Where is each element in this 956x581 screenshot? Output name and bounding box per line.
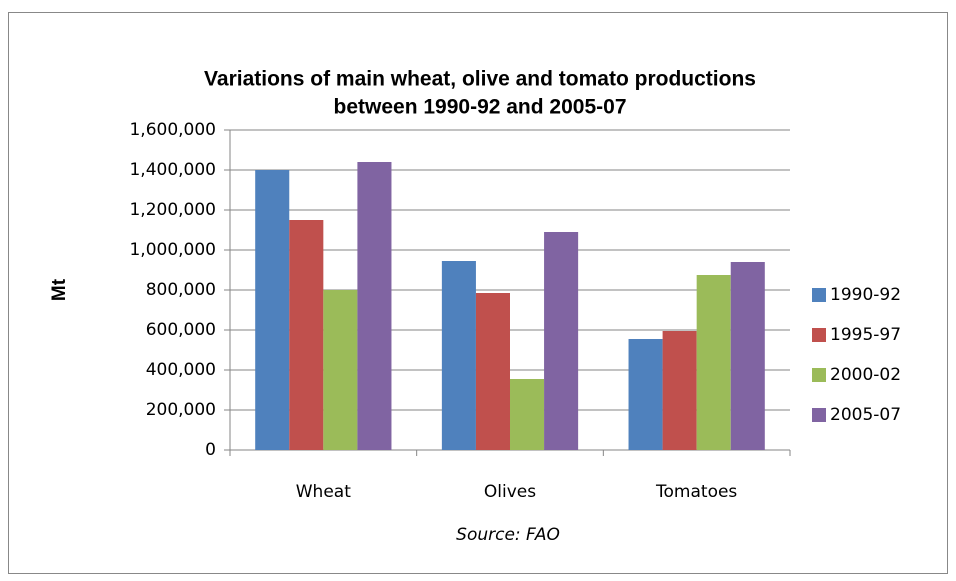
source-note: Source: FAO — [456, 525, 560, 545]
bar — [289, 220, 324, 450]
bar — [475, 293, 510, 450]
y-tick-label: 1,000,000 — [129, 240, 216, 260]
y-tick-label: 200,000 — [146, 400, 216, 420]
bar — [662, 331, 697, 450]
bar — [323, 290, 358, 450]
y-tick-label: 400,000 — [146, 360, 216, 380]
y-tick-label: 600,000 — [146, 320, 216, 340]
bar — [696, 275, 731, 450]
legend-label: 1990-92 — [830, 285, 901, 305]
legend-label: 2005-07 — [830, 405, 901, 425]
bar — [628, 339, 663, 450]
y-tick-label: 0 — [205, 440, 216, 460]
y-tick-label: 1,600,000 — [129, 120, 216, 140]
bar — [544, 232, 579, 450]
y-tick-label: 800,000 — [146, 280, 216, 300]
legend-swatch — [812, 328, 826, 342]
legend-label: 1995-97 — [830, 325, 901, 345]
bar — [357, 162, 392, 450]
x-tick-label: Tomatoes — [655, 482, 737, 502]
y-tick-label: 1,200,000 — [129, 200, 216, 220]
chart-title: Variations of main wheat, olive and toma… — [204, 68, 756, 91]
legend-swatch — [812, 368, 826, 382]
legend-swatch — [812, 288, 826, 302]
legend-swatch — [812, 408, 826, 422]
chart-title: between 1990-92 and 2005-07 — [334, 96, 627, 119]
bar — [510, 379, 545, 450]
x-tick-label: Wheat — [296, 482, 351, 502]
bar — [441, 261, 476, 450]
legend-label: 2000-02 — [830, 365, 901, 385]
y-axis-label: Mt — [49, 278, 70, 301]
bar — [255, 170, 290, 450]
x-tick-label: Olives — [484, 482, 536, 502]
bar — [730, 262, 765, 450]
y-tick-label: 1,400,000 — [129, 160, 216, 180]
